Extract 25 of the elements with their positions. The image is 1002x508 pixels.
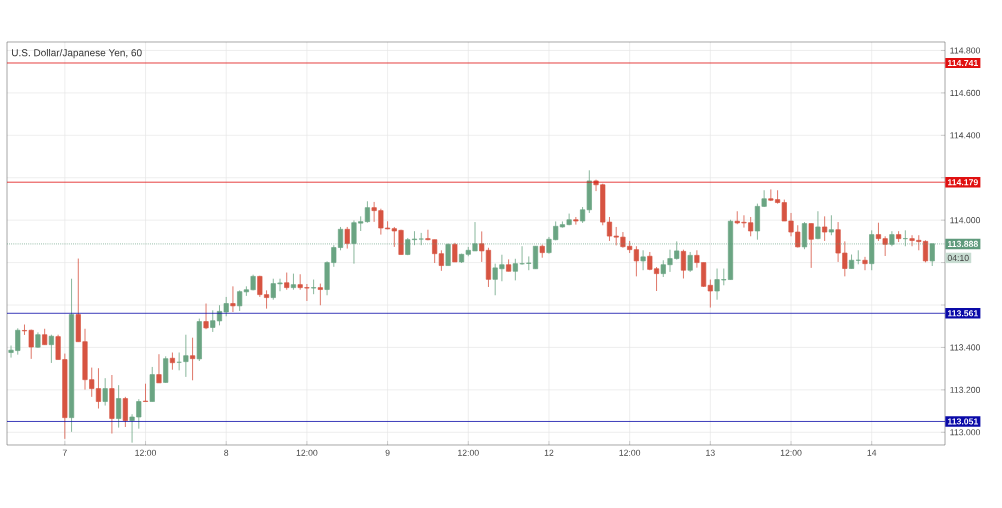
x-tick-label: 12:00 (780, 449, 802, 456)
ref-line-label: 114.179 (947, 179, 978, 186)
y-tick-label: 114.600 (950, 89, 981, 96)
x-tick-label: 12 (544, 449, 554, 456)
x-tick-label: 13 (706, 449, 715, 456)
text: U.S. Dollar/Japanese Yen, 60 (12, 48, 142, 59)
y-tick-label: 113.000 (950, 429, 981, 436)
y-tick-label: 114.400 (950, 132, 981, 139)
ref-line-label: 114.741 (947, 60, 979, 66)
x-tick-label: 12:00 (296, 449, 318, 456)
text: 04:10 (947, 254, 969, 261)
x-tick-label: 9 (385, 449, 390, 456)
y-tick-label: 114.800 (950, 47, 981, 54)
ref-line-label: 113.888 (947, 240, 978, 247)
x-tick-label: 12:00 (619, 449, 641, 456)
ref-line-label: 113.561 (947, 310, 979, 317)
x-tick-label: 8 (224, 449, 229, 456)
ref-line-label: 113.051 (947, 418, 979, 425)
x-tick-label: 12:00 (458, 449, 479, 456)
x-tick-label: 12:00 (135, 449, 157, 456)
y-tick-label: 113.400 (950, 344, 981, 351)
y-tick-label: 113.200 (950, 386, 981, 393)
x-tick-label: 14 (867, 449, 877, 456)
y-tick-label: 114.000 (950, 217, 981, 224)
x-tick-label: 7 (62, 449, 67, 456)
